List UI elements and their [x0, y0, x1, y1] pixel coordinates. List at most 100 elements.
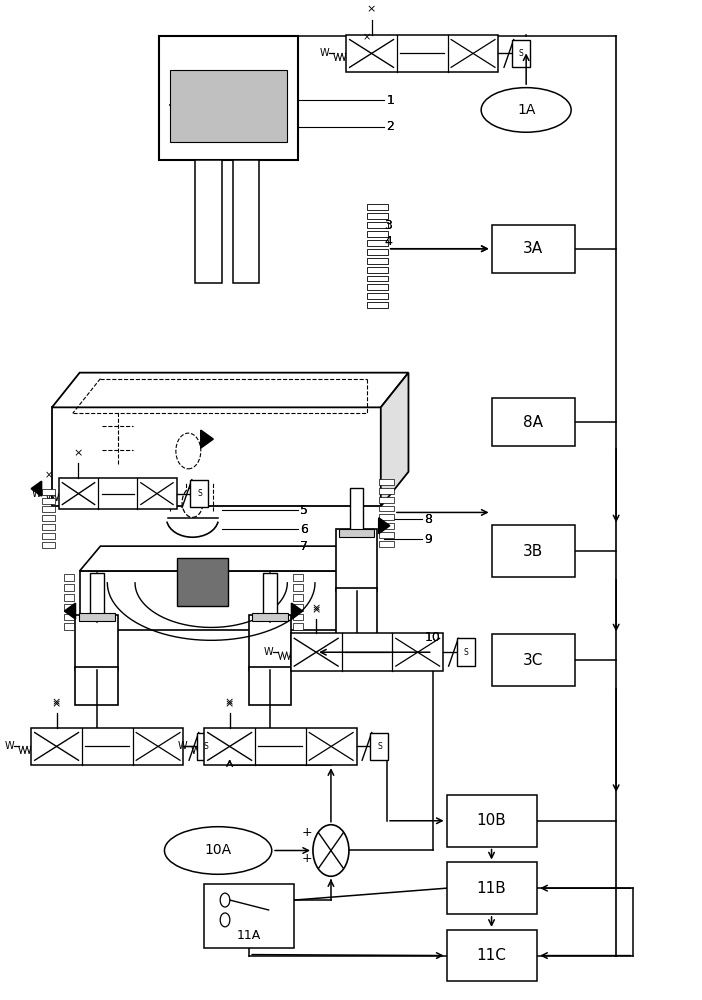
- Text: 5: 5: [300, 504, 307, 517]
- FancyBboxPatch shape: [378, 506, 394, 511]
- FancyBboxPatch shape: [76, 667, 119, 705]
- FancyBboxPatch shape: [367, 276, 388, 281]
- FancyBboxPatch shape: [367, 258, 388, 264]
- Polygon shape: [380, 373, 409, 506]
- Text: 3: 3: [384, 219, 392, 232]
- Text: +: +: [301, 826, 312, 839]
- FancyBboxPatch shape: [336, 588, 377, 634]
- FancyBboxPatch shape: [59, 478, 177, 509]
- Polygon shape: [31, 481, 41, 496]
- FancyBboxPatch shape: [293, 594, 303, 601]
- Text: S: S: [377, 742, 382, 751]
- FancyBboxPatch shape: [367, 213, 388, 219]
- Text: 8: 8: [425, 513, 432, 526]
- FancyBboxPatch shape: [170, 70, 287, 142]
- Text: 1: 1: [386, 94, 395, 107]
- FancyBboxPatch shape: [378, 523, 394, 529]
- Polygon shape: [52, 373, 409, 407]
- Text: ×: ×: [367, 5, 376, 15]
- Circle shape: [220, 913, 230, 927]
- Text: 11B: 11B: [477, 881, 506, 896]
- Text: ×: ×: [225, 700, 234, 710]
- FancyBboxPatch shape: [159, 36, 298, 160]
- Polygon shape: [291, 603, 303, 619]
- FancyBboxPatch shape: [41, 542, 55, 548]
- FancyBboxPatch shape: [367, 293, 388, 299]
- FancyBboxPatch shape: [31, 728, 183, 765]
- FancyBboxPatch shape: [378, 541, 394, 547]
- FancyBboxPatch shape: [249, 667, 291, 705]
- Text: 2: 2: [386, 120, 395, 133]
- Text: S: S: [463, 648, 468, 657]
- Text: 9: 9: [425, 533, 432, 546]
- FancyBboxPatch shape: [64, 604, 74, 611]
- Text: ×: ×: [74, 448, 83, 458]
- Text: 7: 7: [300, 540, 307, 553]
- FancyBboxPatch shape: [371, 733, 388, 760]
- FancyBboxPatch shape: [293, 604, 303, 611]
- Text: ×: ×: [44, 471, 53, 481]
- FancyBboxPatch shape: [252, 613, 288, 621]
- FancyBboxPatch shape: [249, 615, 291, 670]
- Text: 7: 7: [300, 540, 307, 553]
- FancyBboxPatch shape: [367, 240, 388, 246]
- Polygon shape: [79, 546, 360, 571]
- Text: 11A: 11A: [237, 929, 261, 942]
- FancyBboxPatch shape: [52, 407, 380, 506]
- Text: 4: 4: [384, 235, 392, 248]
- FancyBboxPatch shape: [336, 529, 377, 591]
- Ellipse shape: [164, 827, 272, 874]
- FancyBboxPatch shape: [491, 525, 575, 577]
- FancyBboxPatch shape: [41, 524, 55, 530]
- Text: 3: 3: [384, 219, 392, 232]
- Text: 3B: 3B: [523, 544, 543, 559]
- Text: 6: 6: [300, 523, 307, 536]
- FancyBboxPatch shape: [367, 204, 388, 210]
- Text: W: W: [4, 741, 14, 751]
- FancyBboxPatch shape: [367, 222, 388, 228]
- Text: 1A: 1A: [517, 103, 536, 117]
- FancyBboxPatch shape: [339, 529, 374, 537]
- FancyBboxPatch shape: [41, 489, 55, 495]
- Text: 4: 4: [384, 235, 392, 248]
- FancyBboxPatch shape: [64, 584, 74, 591]
- Text: ×: ×: [362, 33, 371, 43]
- Text: W: W: [178, 741, 187, 751]
- FancyBboxPatch shape: [90, 573, 104, 615]
- FancyBboxPatch shape: [367, 302, 388, 308]
- FancyBboxPatch shape: [491, 634, 575, 686]
- Ellipse shape: [481, 88, 571, 132]
- Text: 10: 10: [425, 631, 440, 644]
- Text: W: W: [264, 647, 274, 657]
- FancyBboxPatch shape: [378, 488, 394, 494]
- Text: S: S: [197, 489, 201, 498]
- FancyBboxPatch shape: [350, 488, 363, 531]
- FancyBboxPatch shape: [367, 231, 388, 237]
- Text: W: W: [32, 489, 41, 499]
- FancyBboxPatch shape: [79, 613, 115, 621]
- FancyBboxPatch shape: [41, 498, 55, 504]
- Text: 10B: 10B: [477, 813, 506, 828]
- Text: 8: 8: [425, 513, 432, 526]
- Circle shape: [176, 433, 201, 469]
- Text: 9: 9: [425, 533, 432, 546]
- FancyBboxPatch shape: [378, 532, 394, 538]
- FancyBboxPatch shape: [64, 574, 74, 581]
- FancyBboxPatch shape: [457, 638, 475, 666]
- FancyBboxPatch shape: [204, 728, 357, 765]
- Text: ×: ×: [312, 606, 321, 616]
- FancyBboxPatch shape: [378, 479, 394, 485]
- Text: +: +: [301, 852, 312, 865]
- FancyBboxPatch shape: [512, 40, 530, 67]
- Circle shape: [182, 488, 203, 517]
- Polygon shape: [65, 603, 76, 619]
- FancyBboxPatch shape: [79, 571, 339, 630]
- Text: ×: ×: [52, 698, 61, 708]
- FancyBboxPatch shape: [197, 733, 216, 760]
- FancyBboxPatch shape: [177, 558, 228, 606]
- Circle shape: [220, 893, 230, 907]
- FancyBboxPatch shape: [446, 795, 536, 847]
- Text: 11C: 11C: [477, 948, 506, 963]
- FancyBboxPatch shape: [64, 614, 74, 620]
- Text: W: W: [319, 48, 329, 58]
